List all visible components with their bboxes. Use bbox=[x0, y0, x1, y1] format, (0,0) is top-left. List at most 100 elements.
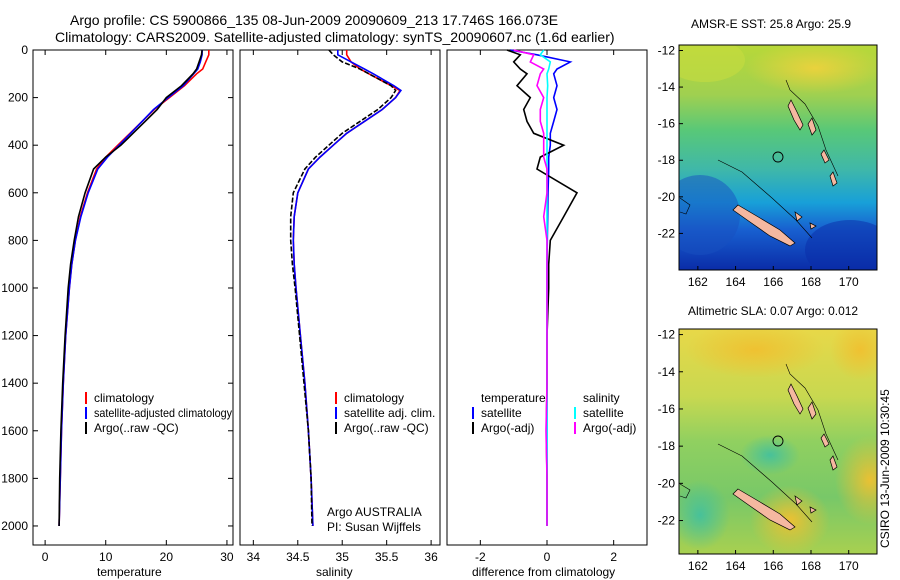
x-tick-label: 2 bbox=[610, 550, 617, 564]
y-tick-label: -14 bbox=[658, 80, 676, 94]
legend-label-s-satellite: satellite bbox=[583, 406, 624, 420]
y-tick-label: 400 bbox=[8, 138, 28, 152]
series-line bbox=[58, 49, 203, 527]
argo-pi-note: PI: Susan Wijffels bbox=[327, 520, 421, 534]
series-line bbox=[289, 49, 397, 527]
y-tick-label: -14 bbox=[658, 365, 676, 379]
x-tick-label: 164 bbox=[726, 275, 746, 289]
vanuatu-island-2 bbox=[807, 401, 817, 420]
sst-field bbox=[679, 45, 877, 270]
x-tick-label: 0 bbox=[544, 550, 551, 564]
x-tick-label: 170 bbox=[839, 559, 859, 573]
legend-label-argo: Argo(..raw -QC) bbox=[344, 421, 429, 435]
y-tick-label: -12 bbox=[658, 43, 676, 57]
y-tick-label: -20 bbox=[658, 476, 676, 490]
salinity-panel: 34 34.5 35 35.5 36 salinity climatology sate… bbox=[239, 49, 441, 579]
y-tick-label: -22 bbox=[658, 226, 676, 240]
difference-tick-labels: -2 0 2 bbox=[475, 50, 617, 564]
y-tick-label: -18 bbox=[658, 439, 676, 453]
x-tick-label: 164 bbox=[726, 559, 746, 573]
y-tick-label: 800 bbox=[8, 233, 28, 247]
reef-outline-2 bbox=[785, 363, 839, 461]
sla-map-title: Altimetric SLA: 0.07 Argo: 0.012 bbox=[688, 304, 858, 318]
x-tick-label: 168 bbox=[801, 275, 821, 289]
difference-xlabel: difference from climatology bbox=[472, 565, 615, 579]
difference-legend: temperature salinity satellite Argo(-adj… bbox=[472, 391, 636, 435]
legend-label-satellite: satellite-adjusted climatology bbox=[94, 406, 232, 420]
salinity-xlabel: salinity bbox=[316, 565, 353, 579]
new-caledonia-island bbox=[732, 204, 796, 247]
west-reef bbox=[679, 483, 691, 499]
y-tick-label: 1600 bbox=[1, 424, 28, 438]
y-tick-label: -20 bbox=[658, 190, 676, 204]
x-tick-label: -2 bbox=[475, 550, 486, 564]
loyalty-islands bbox=[794, 211, 817, 230]
x-tick-label: 10 bbox=[99, 550, 113, 564]
salinity-legend: climatology satellite adj. clim. Argo(..… bbox=[335, 391, 435, 435]
sla-field bbox=[679, 329, 877, 554]
temperature-tick-labels: 0 10 20 30 bbox=[42, 50, 234, 564]
difference-panel: -2 0 2 difference from climatology tempera… bbox=[446, 49, 648, 579]
y-tick-label: 1200 bbox=[1, 329, 28, 343]
sla-tick-labels: 162 164 166 168 170 -12 -14 -16 -18 -20 -22 bbox=[658, 328, 859, 573]
legend-label-t-satellite: satellite bbox=[481, 406, 522, 420]
sst-map-frame bbox=[678, 44, 878, 271]
reef-outline bbox=[717, 159, 813, 239]
legend-label-s-argo: Argo(-adj) bbox=[583, 421, 636, 435]
x-tick-label: 162 bbox=[688, 275, 708, 289]
temperature-legend: climatology satellite-adjusted climatolo… bbox=[85, 391, 232, 435]
x-tick-label: 36 bbox=[424, 550, 438, 564]
salinity-axes-box bbox=[239, 49, 441, 546]
legend-head-temperature: temperature bbox=[481, 391, 546, 405]
header-line2: Climatology: CARS2009. Satellite-adjuste… bbox=[55, 29, 615, 45]
reef-outline-2 bbox=[785, 79, 839, 177]
y-tick-label: -18 bbox=[658, 153, 676, 167]
new-caledonia-island bbox=[732, 488, 796, 531]
y-tick-label: 0 bbox=[21, 43, 28, 57]
argo-position-marker bbox=[772, 435, 784, 447]
temperature-lines bbox=[58, 49, 210, 527]
vanuatu-island-3 bbox=[820, 149, 830, 164]
vanuatu-island-3 bbox=[820, 433, 830, 448]
y-tick-label: 1400 bbox=[1, 376, 28, 390]
series-line bbox=[513, 49, 548, 526]
vanuatu-island-1 bbox=[787, 383, 804, 415]
legend-label-climatology: climatology bbox=[94, 391, 154, 405]
legend-label-t-argo: Argo(-adj) bbox=[481, 421, 534, 435]
reef-outline bbox=[717, 443, 813, 523]
legend-head-salinity: salinity bbox=[583, 391, 620, 405]
x-tick-label: 20 bbox=[160, 550, 174, 564]
vanuatu-island-4 bbox=[829, 455, 838, 471]
y-tick-label: -22 bbox=[658, 514, 676, 528]
x-tick-label: 166 bbox=[763, 559, 783, 573]
x-tick-label: 34.5 bbox=[286, 550, 310, 564]
vanuatu-island-1 bbox=[787, 99, 804, 131]
sla-coastlines bbox=[679, 363, 839, 531]
y-tick-label: 1800 bbox=[1, 471, 28, 485]
legend-label-satellite: satellite adj. clim. bbox=[344, 406, 435, 420]
salinity-lines bbox=[289, 49, 403, 527]
x-tick-label: 30 bbox=[220, 550, 234, 564]
timestamp-label-container: CSIRO 13-Jun-2009 10:30:45 bbox=[874, 300, 894, 570]
loyalty-islands bbox=[794, 495, 817, 514]
x-tick-label: 168 bbox=[801, 559, 821, 573]
legend-label-climatology: climatology bbox=[344, 391, 404, 405]
vanuatu-island-2 bbox=[807, 117, 817, 136]
x-tick-label: 170 bbox=[839, 275, 859, 289]
x-tick-label: 162 bbox=[688, 559, 708, 573]
series-line bbox=[292, 50, 403, 527]
x-tick-label: 34 bbox=[247, 550, 261, 564]
argo-agency-note: Argo AUSTRALIA bbox=[327, 505, 422, 519]
temperature-axes-box bbox=[32, 49, 234, 546]
header-line1: Argo profile: CS 5900866_135 08-Jun-2009… bbox=[70, 12, 558, 28]
y-tick-label: 2000 bbox=[1, 519, 28, 533]
timestamp-label: CSIRO 13-Jun-2009 10:30:45 bbox=[878, 389, 892, 548]
sst-map-title: AMSR-E SST: 25.8 Argo: 25.9 bbox=[691, 17, 851, 31]
vanuatu-island-4 bbox=[829, 171, 838, 187]
x-tick-label: 35.5 bbox=[375, 550, 399, 564]
x-tick-label: 166 bbox=[763, 275, 783, 289]
west-reef bbox=[679, 197, 691, 215]
x-tick-label: 0 bbox=[42, 550, 49, 564]
sla-map-frame bbox=[678, 328, 878, 555]
